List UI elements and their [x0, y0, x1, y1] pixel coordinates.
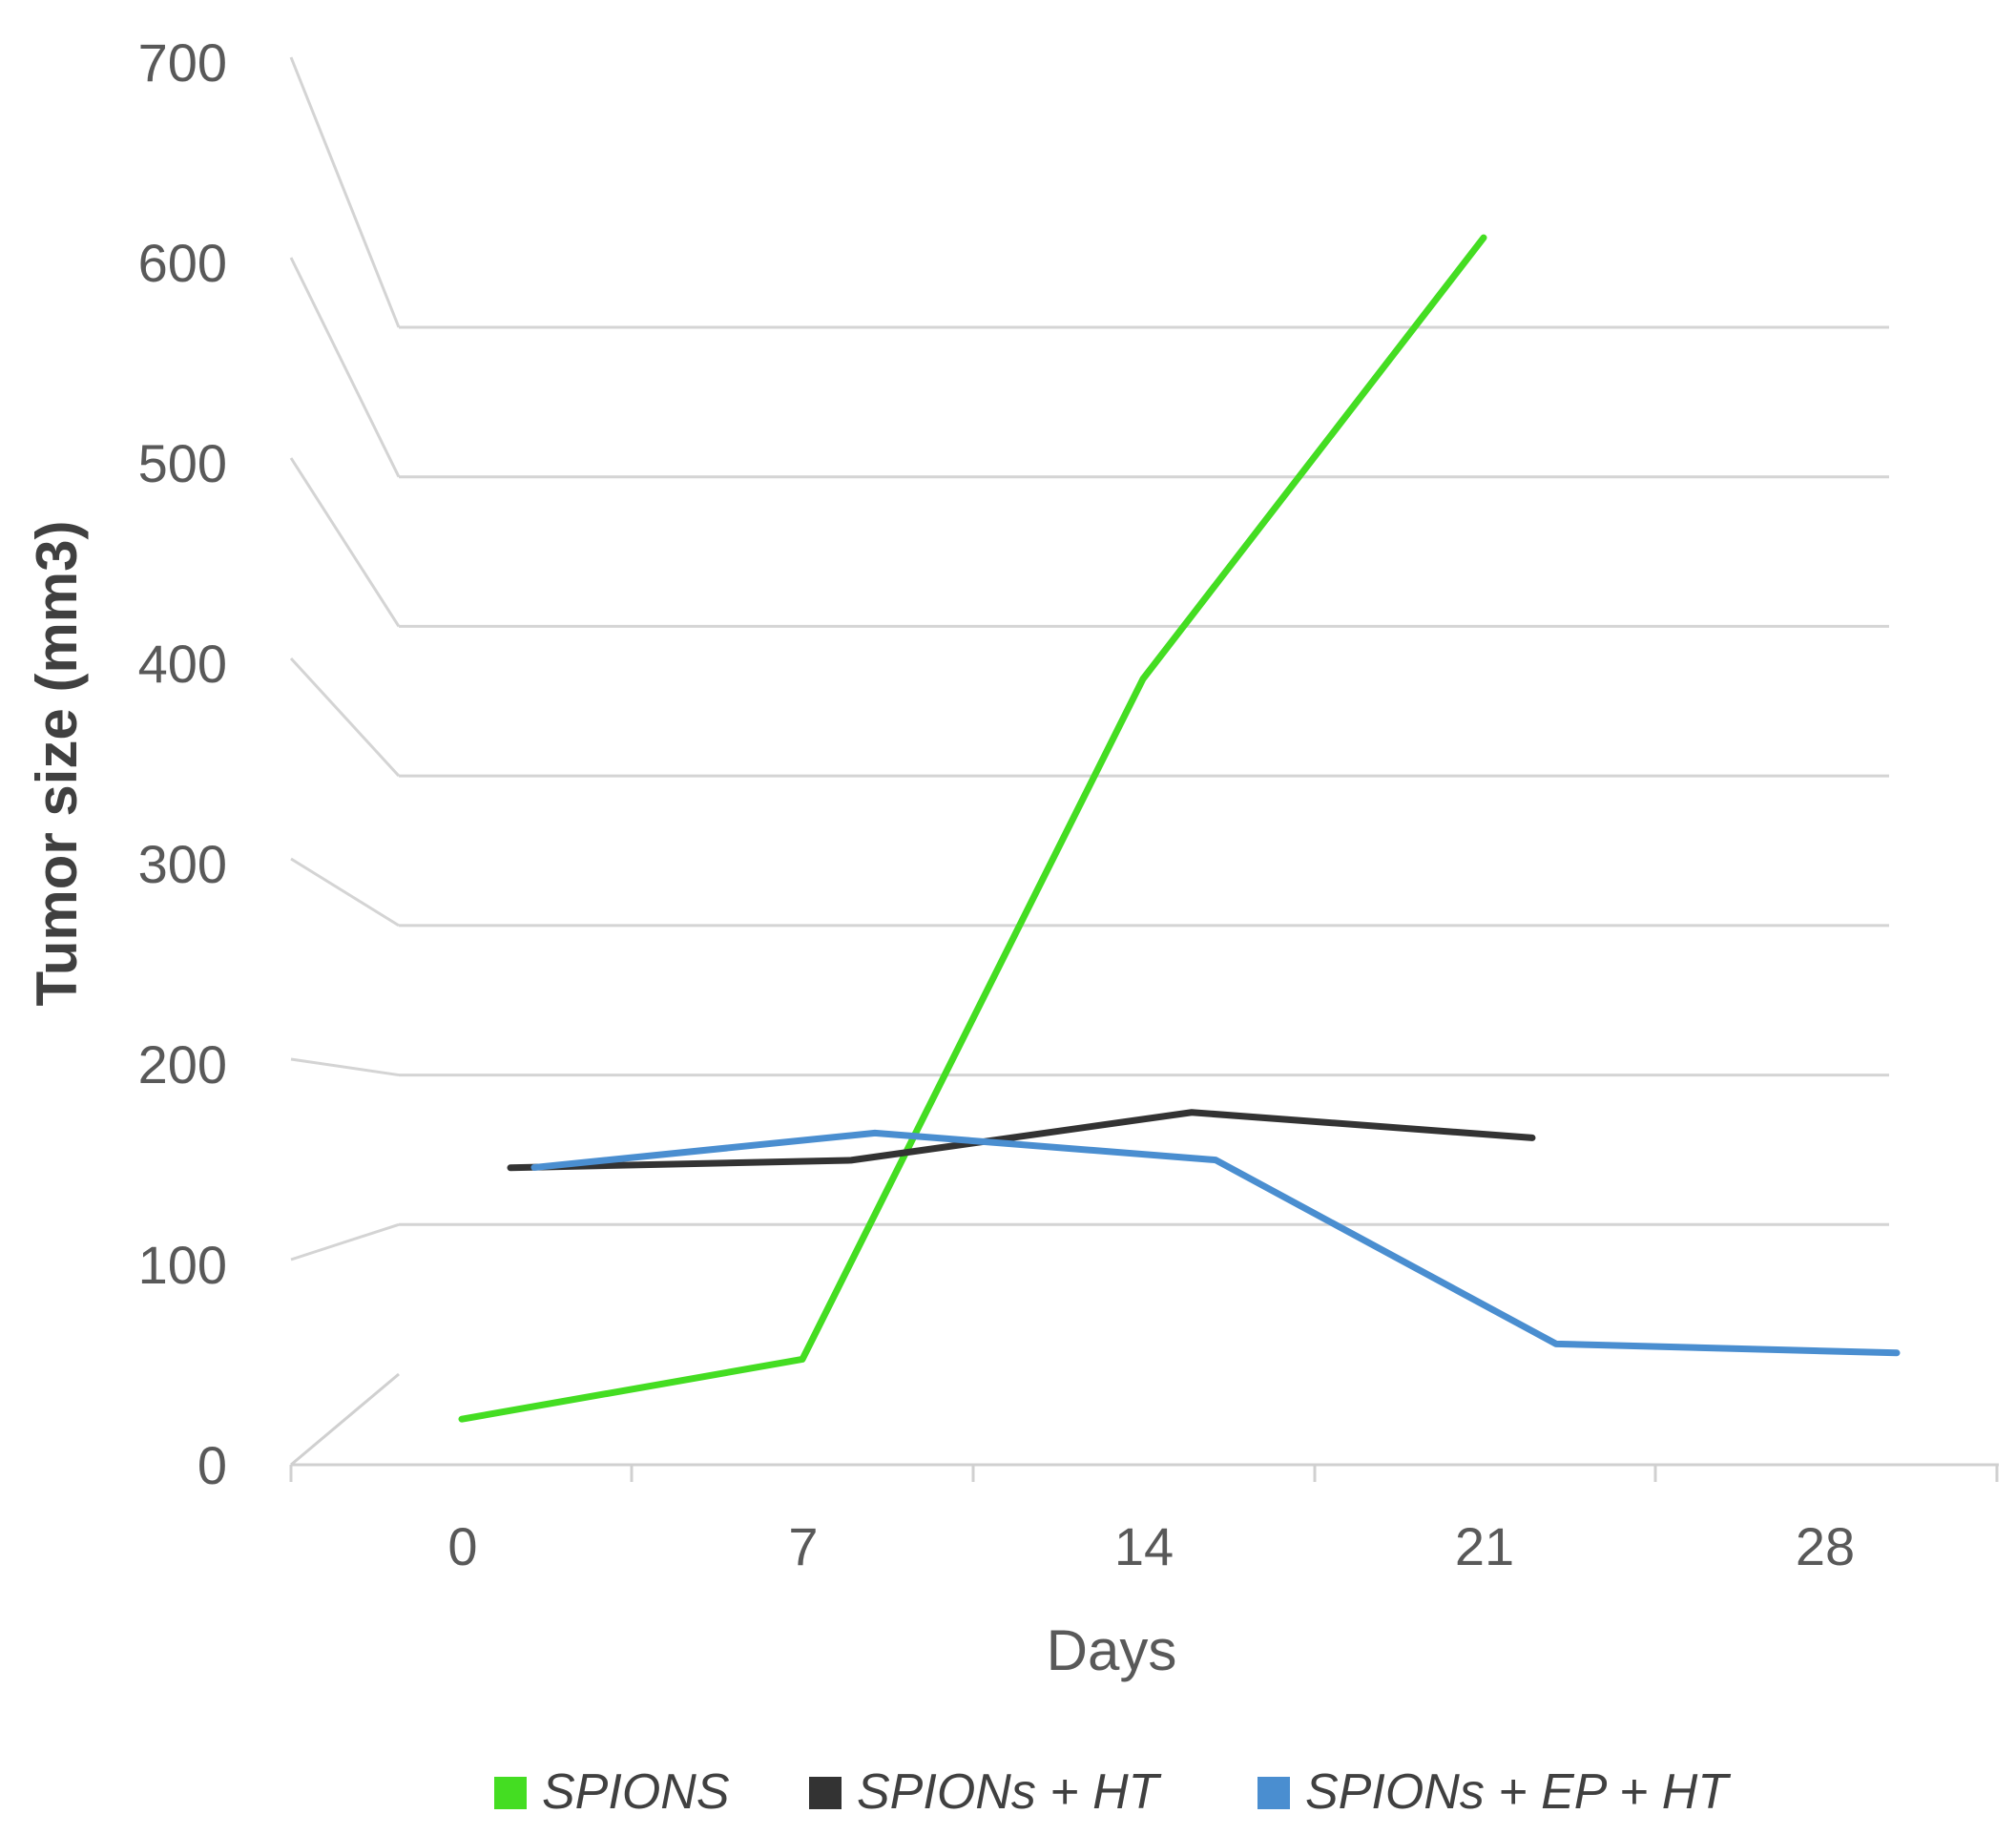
legend: SPIONS SPIONs + HT SPIONs + EP + HT — [494, 1764, 1731, 1820]
data-point — [1554, 1342, 1558, 1346]
data-point — [509, 1165, 512, 1170]
gridline — [290, 857, 1889, 928]
legend-label: SPIONS — [542, 1764, 730, 1820]
y-tick-label: 700 — [138, 32, 227, 93]
y-tick-label: 100 — [138, 1235, 227, 1295]
legend-label: SPIONs + EP + HT — [1305, 1764, 1731, 1820]
gridline — [289, 457, 1889, 628]
series-line — [458, 234, 1487, 1423]
gridline — [289, 56, 1889, 329]
gridline — [289, 657, 1889, 778]
y-tick-labels: 0 100 200 300 400 500 600 700 — [138, 32, 227, 1495]
legend-item: SPIONs + EP + HT — [1257, 1764, 1731, 1820]
data-point — [873, 1131, 877, 1136]
legend-swatch — [1257, 1777, 1290, 1809]
y-axis-title: Tumor size (mm3) — [25, 521, 89, 1007]
y-tick-label: 600 — [138, 233, 227, 293]
data-point — [1214, 1157, 1217, 1162]
data-point — [800, 1357, 804, 1362]
x-tick-label: 21 — [1455, 1516, 1514, 1576]
data-point — [1482, 236, 1486, 240]
y-tick-label: 0 — [197, 1435, 227, 1495]
x-tick-labels: 0 7 14 21 28 — [447, 1516, 1855, 1576]
x-axis-title: Days — [1047, 1618, 1177, 1682]
data-point — [1895, 1350, 1899, 1355]
data-point — [1190, 1110, 1194, 1115]
legend-swatch — [494, 1777, 527, 1809]
data-point — [460, 1417, 464, 1422]
data-point — [1530, 1136, 1534, 1140]
data-point — [1141, 677, 1145, 681]
x-tick-label: 28 — [1796, 1516, 1855, 1576]
y-tick-label: 300 — [138, 834, 227, 894]
x-tick-label: 0 — [447, 1516, 477, 1576]
data-point — [532, 1165, 536, 1170]
gridlines — [289, 56, 1889, 1262]
y-tick-label: 500 — [138, 433, 227, 493]
series-3 — [530, 1129, 1901, 1357]
legend-label: SPIONs + HT — [857, 1764, 1162, 1820]
series-2 — [507, 1109, 1536, 1172]
series-lines — [458, 234, 1901, 1423]
legend-swatch — [809, 1777, 842, 1809]
gridline — [290, 1057, 1889, 1077]
gridline — [290, 1222, 1889, 1262]
gridline — [289, 257, 1889, 479]
legend-item: SPIONS — [494, 1764, 730, 1820]
legend-item: SPIONs + HT — [809, 1764, 1162, 1820]
series-1 — [458, 234, 1487, 1423]
y-tick-label: 400 — [138, 634, 227, 694]
series-line — [507, 1109, 1536, 1172]
data-point — [849, 1157, 853, 1162]
axes — [289, 1372, 1999, 1482]
floor-edge — [290, 1372, 400, 1467]
x-tick-label: 7 — [788, 1516, 818, 1576]
x-tick-label: 14 — [1114, 1516, 1174, 1576]
y-tick-label: 200 — [138, 1034, 227, 1095]
